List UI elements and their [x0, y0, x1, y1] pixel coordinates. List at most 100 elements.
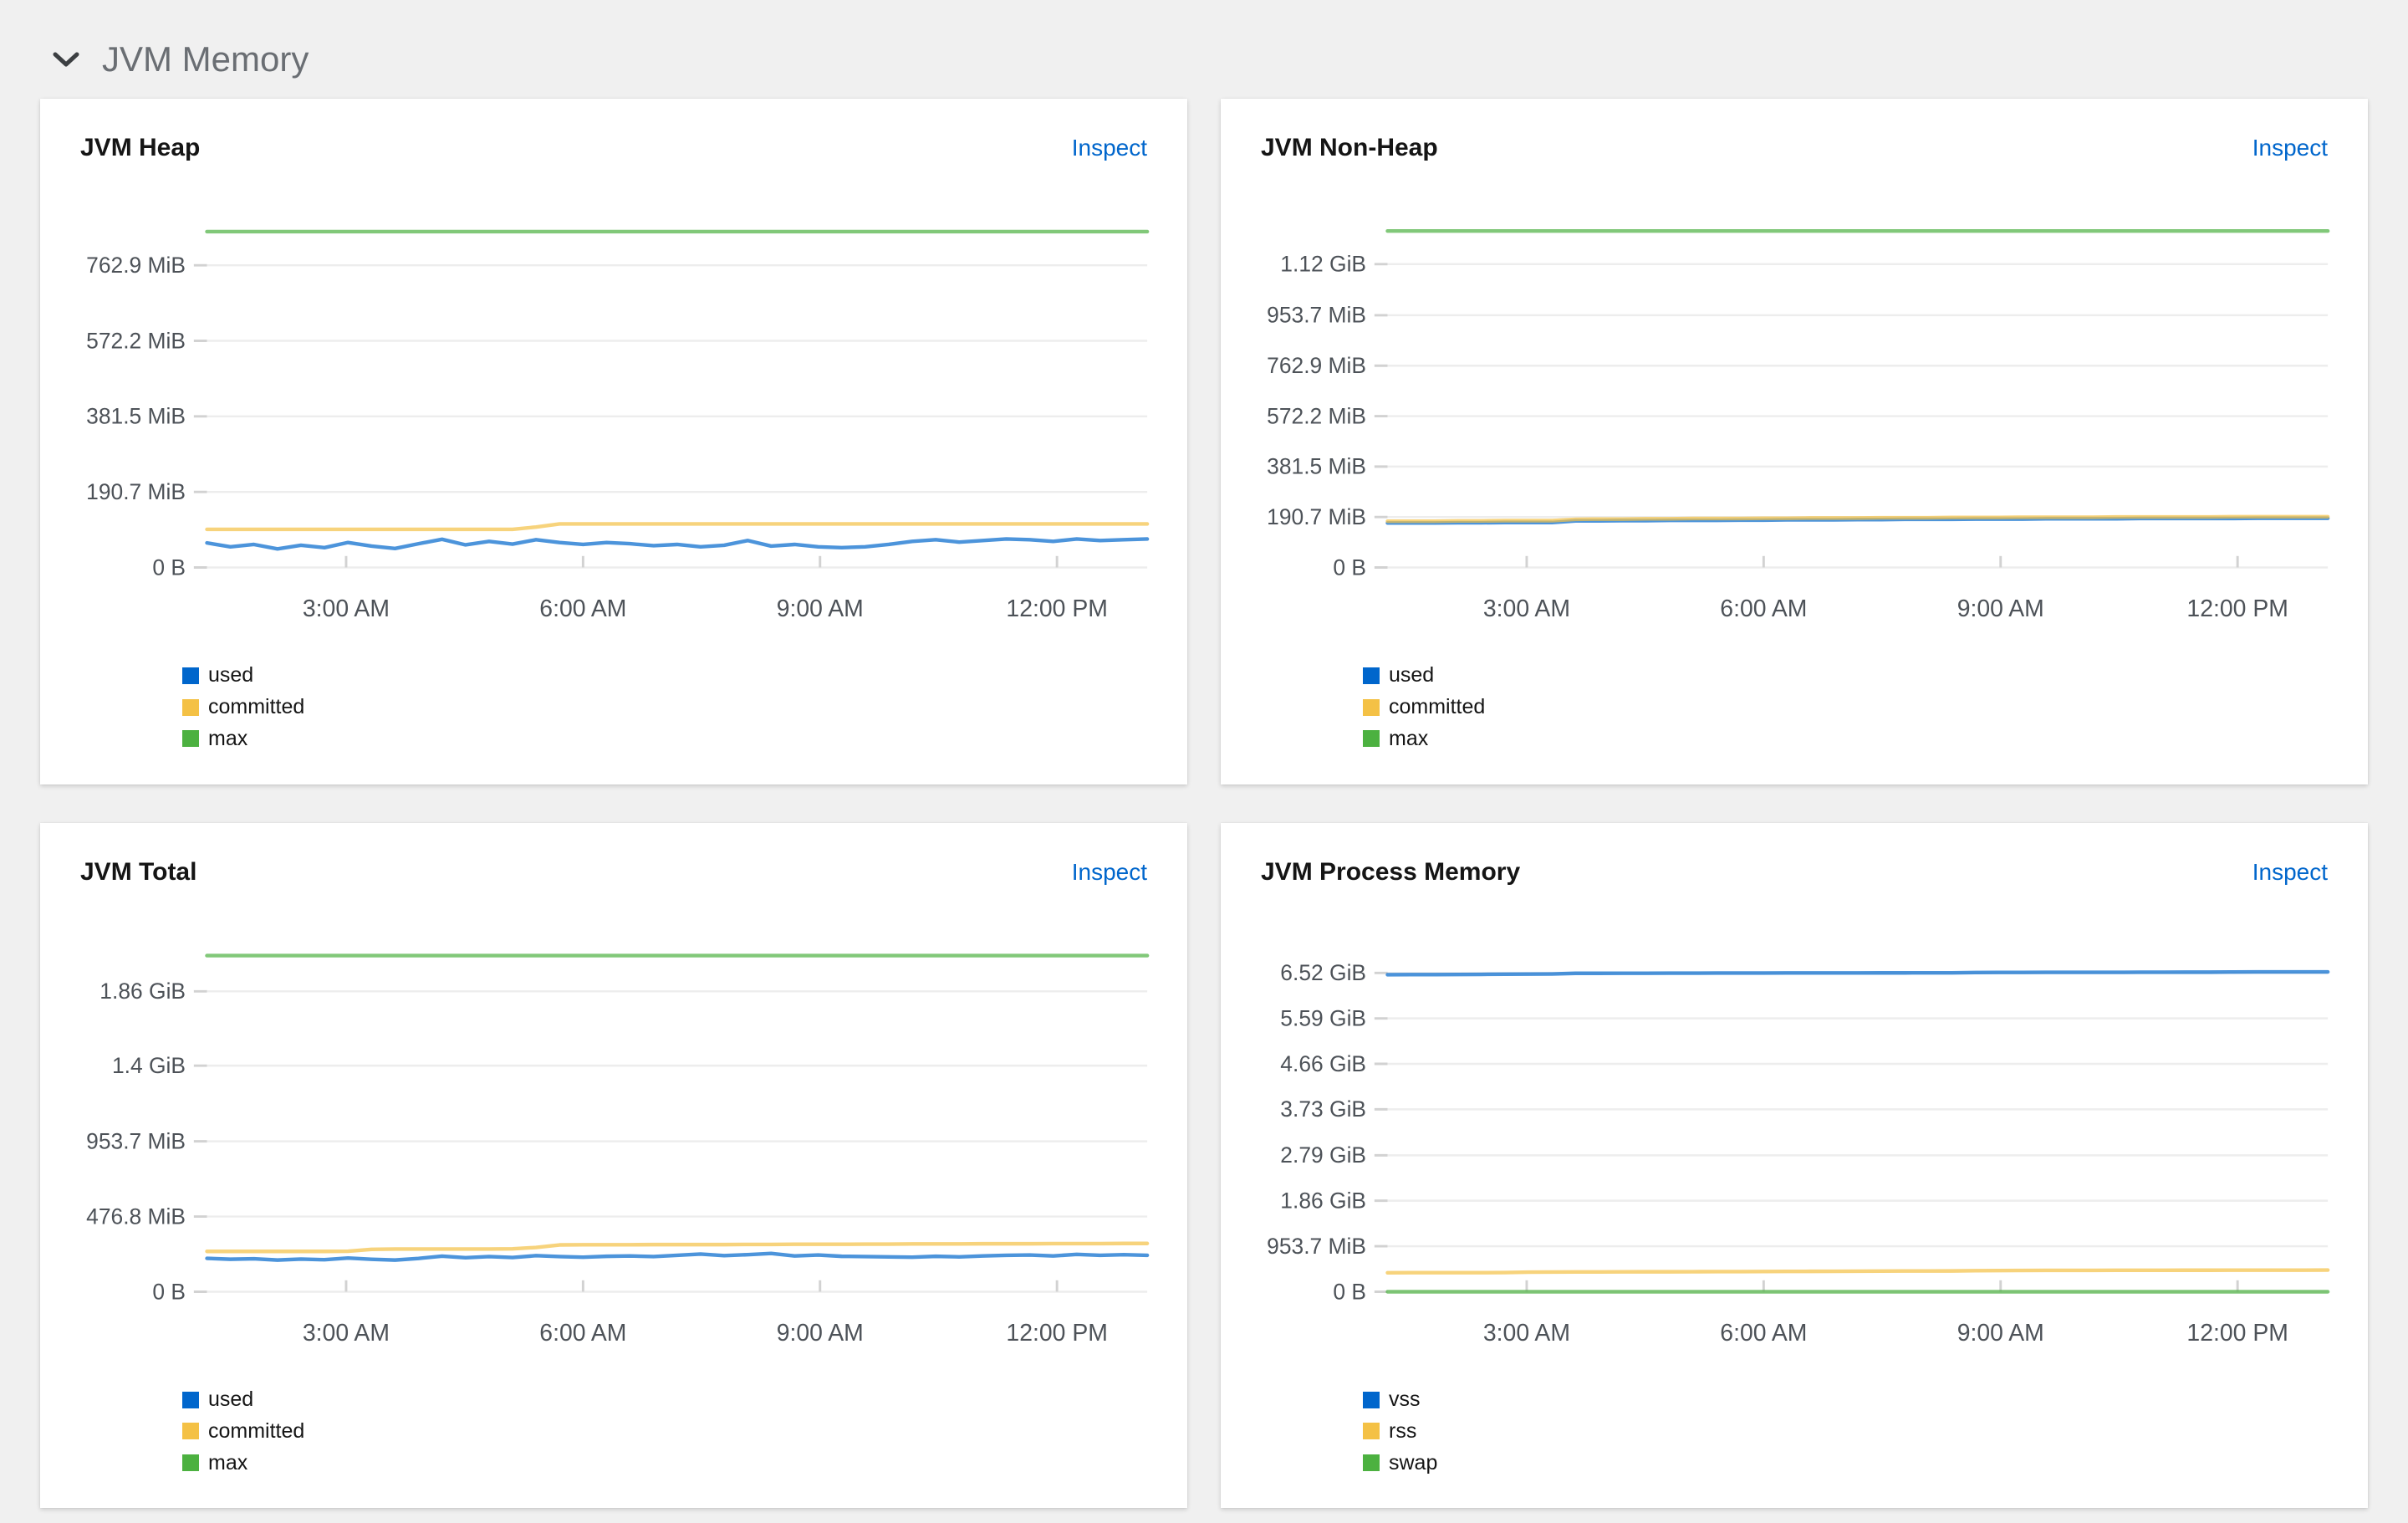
- svg-text:953.7 MiB: 953.7 MiB: [86, 1128, 186, 1153]
- card-jvm-total: JVM Total Inspect 0 B 476.8 MiB 953.7 MiB 1…: [40, 822, 1187, 1509]
- svg-text:6:00 AM: 6:00 AM: [539, 595, 626, 622]
- legend-label: max: [1389, 726, 1429, 750]
- svg-text:1.12 GiB: 1.12 GiB: [1280, 252, 1366, 277]
- chevron-down-icon: [52, 50, 80, 69]
- legend-swatch-icon: [182, 667, 199, 684]
- section-collapse-toggle[interactable]: [52, 50, 80, 69]
- svg-text:1.86 GiB: 1.86 GiB: [1280, 1188, 1366, 1213]
- svg-text:5.59 GiB: 5.59 GiB: [1280, 1005, 1366, 1030]
- svg-text:6.52 GiB: 6.52 GiB: [1280, 960, 1366, 985]
- legend-item-committed: committed: [182, 1419, 1147, 1444]
- svg-text:4.66 GiB: 4.66 GiB: [1280, 1051, 1366, 1076]
- legend-swatch-icon: [182, 698, 199, 716]
- chart-canvas-jvm-non-heap: 0 B 190.7 MiB 381.5 MiB 572.2 MiB 762.9 MiB 9…: [1267, 229, 2330, 622]
- svg-text:12:00 PM: 12:00 PM: [1006, 595, 1107, 622]
- charts-grid: JVM Heap Inspect 0 B 190.7 MiB 381.5 MiB 57…: [40, 99, 2368, 1509]
- legend-label: committed: [1389, 695, 1486, 719]
- inspect-link[interactable]: Inspect: [1071, 135, 1147, 161]
- svg-text:0 B: 0 B: [152, 1279, 186, 1304]
- svg-text:953.7 MiB: 953.7 MiB: [1267, 303, 1366, 328]
- svg-text:3:00 AM: 3:00 AM: [1483, 1320, 1570, 1347]
- legend-label: rss: [1389, 1418, 1417, 1443]
- card-jvm-process-memory: JVM Process Memory Inspect 0 B 953.7 MiB 1…: [1221, 822, 2368, 1509]
- svg-text:762.9 MiB: 762.9 MiB: [1267, 353, 1366, 378]
- svg-text:6:00 AM: 6:00 AM: [1720, 595, 1807, 622]
- card-title: JVM Total: [80, 857, 197, 886]
- legend-label: committed: [208, 1418, 305, 1443]
- svg-text:572.2 MiB: 572.2 MiB: [86, 328, 186, 353]
- inspect-link[interactable]: Inspect: [2252, 858, 2328, 885]
- chart-legend: used committed max: [1363, 663, 2328, 750]
- legend-label: swap: [1389, 1450, 1438, 1474]
- svg-text:190.7 MiB: 190.7 MiB: [1267, 504, 1366, 529]
- legend-label: max: [208, 1450, 248, 1474]
- card-title: JVM Heap: [80, 134, 201, 161]
- svg-text:12:00 PM: 12:00 PM: [1006, 1320, 1107, 1347]
- chart-canvas-jvm-total: 0 B 476.8 MiB 953.7 MiB 1.4 GiB 1.86 GiB 3:00…: [86, 953, 1150, 1347]
- svg-text:1.86 GiB: 1.86 GiB: [99, 979, 186, 1004]
- svg-text:381.5 MiB: 381.5 MiB: [86, 404, 186, 429]
- svg-text:0 B: 0 B: [1333, 555, 1366, 580]
- legend-label: max: [208, 726, 248, 750]
- svg-text:3.73 GiB: 3.73 GiB: [1280, 1096, 1366, 1122]
- legend-item-committed: committed: [1363, 695, 2328, 719]
- legend-swatch-icon: [1363, 1423, 1380, 1440]
- legend-item-max: max: [1363, 727, 2328, 751]
- svg-text:12:00 PM: 12:00 PM: [2186, 1320, 2288, 1347]
- svg-text:0 B: 0 B: [1333, 1279, 1366, 1304]
- legend-item-max: max: [182, 727, 1147, 751]
- legend-swatch-icon: [1363, 730, 1380, 748]
- svg-text:9:00 AM: 9:00 AM: [1957, 1320, 2044, 1347]
- chart-area: 0 B 190.7 MiB 381.5 MiB 572.2 MiB 762.9 MiB 3…: [72, 201, 1152, 647]
- section-title: JVM Memory: [102, 39, 309, 79]
- svg-text:476.8 MiB: 476.8 MiB: [86, 1204, 186, 1229]
- chart-area: 0 B 476.8 MiB 953.7 MiB 1.4 GiB 1.86 GiB 3:00…: [72, 925, 1152, 1371]
- legend-label: committed: [208, 695, 305, 719]
- svg-text:3:00 AM: 3:00 AM: [303, 1320, 390, 1347]
- svg-text:1.4 GiB: 1.4 GiB: [112, 1053, 186, 1078]
- inspect-link[interactable]: Inspect: [2252, 135, 2328, 161]
- legend-swatch-icon: [182, 1391, 199, 1408]
- card-header: JVM Non-Heap Inspect: [1261, 134, 2328, 162]
- svg-text:190.7 MiB: 190.7 MiB: [86, 479, 186, 504]
- svg-text:12:00 PM: 12:00 PM: [2186, 595, 2288, 622]
- svg-text:9:00 AM: 9:00 AM: [777, 1320, 864, 1347]
- legend-item-swap: swap: [1363, 1451, 2328, 1475]
- legend-swatch-icon: [1363, 698, 1380, 716]
- legend-swatch-icon: [1363, 1454, 1380, 1471]
- card-title: JVM Process Memory: [1261, 857, 1521, 886]
- svg-text:381.5 MiB: 381.5 MiB: [1267, 454, 1366, 479]
- card-jvm-heap: JVM Heap Inspect 0 B 190.7 MiB 381.5 MiB 57…: [40, 99, 1187, 784]
- legend-item-max: max: [182, 1451, 1147, 1475]
- legend-label: used: [1389, 663, 1435, 687]
- legend-item-used: used: [182, 1388, 1147, 1412]
- legend-item-committed: committed: [182, 695, 1147, 719]
- legend-swatch-icon: [1363, 1391, 1380, 1408]
- chart-canvas-jvm-heap: 0 B 190.7 MiB 381.5 MiB 572.2 MiB 762.9 MiB 3…: [86, 229, 1150, 622]
- card-jvm-non-heap: JVM Non-Heap Inspect 0 B 190.7 MiB 381.5 M…: [1221, 99, 2368, 784]
- card-header: JVM Heap Inspect: [80, 134, 1147, 162]
- chart-canvas-jvm-process-memory: 0 B 953.7 MiB 1.86 GiB 2.79 GiB 3.73 GiB 4.66…: [1267, 960, 2330, 1347]
- card-title: JVM Non-Heap: [1261, 134, 1438, 161]
- legend-item-used: used: [1363, 663, 2328, 687]
- svg-text:762.9 MiB: 762.9 MiB: [86, 253, 186, 278]
- svg-text:0 B: 0 B: [152, 555, 186, 580]
- svg-text:6:00 AM: 6:00 AM: [539, 1320, 626, 1347]
- svg-text:9:00 AM: 9:00 AM: [1957, 595, 2044, 622]
- chart-area: 0 B 953.7 MiB 1.86 GiB 2.79 GiB 3.73 GiB 4.66…: [1252, 925, 2333, 1371]
- section-header: JVM Memory: [0, 0, 2408, 77]
- legend-item-used: used: [182, 663, 1147, 687]
- svg-text:3:00 AM: 3:00 AM: [1483, 595, 1570, 622]
- legend-swatch-icon: [182, 1423, 199, 1440]
- legend-label: used: [208, 1388, 254, 1412]
- svg-text:6:00 AM: 6:00 AM: [1720, 1320, 1807, 1347]
- legend-swatch-icon: [182, 1454, 199, 1471]
- svg-text:572.2 MiB: 572.2 MiB: [1267, 403, 1366, 428]
- card-header: JVM Process Memory Inspect: [1261, 858, 2328, 887]
- legend-label: used: [208, 663, 254, 687]
- chart-legend: vss rss swap: [1363, 1388, 2328, 1474]
- legend-swatch-icon: [1363, 667, 1380, 684]
- chart-legend: used committed max: [182, 663, 1147, 750]
- legend-item-vss: vss: [1363, 1388, 2328, 1412]
- inspect-link[interactable]: Inspect: [1071, 858, 1147, 885]
